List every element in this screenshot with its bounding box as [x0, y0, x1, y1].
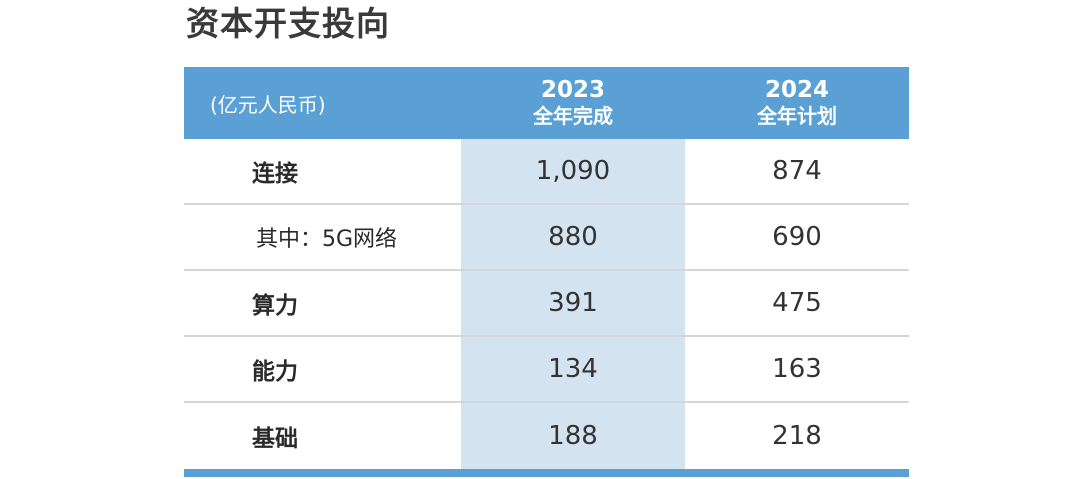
cell-2023: 391	[461, 271, 685, 335]
cell-2024: 218	[772, 421, 822, 451]
row-label: 其中：5G网络	[256, 227, 398, 252]
table-row: 连接 1,090 874	[184, 139, 909, 205]
cell-2023: 880	[461, 205, 685, 269]
page-title: 资本开支投向	[186, 4, 390, 43]
cell-2024: 163	[772, 354, 822, 384]
table-bottom-rule	[184, 469, 909, 477]
table-row: 能力 134 163	[184, 337, 909, 403]
column-year: 2023	[540, 77, 605, 103]
table-header: (亿元人民币) 2023 全年完成 2024 全年计划	[184, 67, 909, 139]
row-label: 算力	[252, 293, 298, 319]
cell-2023: 134	[461, 337, 685, 401]
column-subtitle: 全年完成	[533, 104, 613, 128]
cell-2024: 475	[772, 288, 822, 318]
row-label: 连接	[252, 161, 298, 187]
capex-table: (亿元人民币) 2023 全年完成 2024 全年计划 连接 1,090 874…	[184, 67, 909, 477]
unit-label: (亿元人民币)	[210, 92, 326, 117]
table-row: 基础 188 218	[184, 403, 909, 469]
cell-2024: 874	[772, 156, 822, 186]
column-header-2024: 2024 全年计划	[685, 67, 909, 139]
column-header-2023: 2023 全年完成	[461, 67, 685, 139]
column-subtitle: 全年计划	[757, 104, 837, 128]
cell-2023: 188	[461, 403, 685, 469]
cell-2024: 690	[772, 222, 822, 252]
table-row: 其中：5G网络 880 690	[184, 205, 909, 271]
row-label: 能力	[252, 359, 298, 385]
column-year: 2024	[764, 77, 829, 103]
cell-2023: 1,090	[461, 139, 685, 203]
table-row: 算力 391 475	[184, 271, 909, 337]
row-label: 基础	[252, 426, 298, 452]
